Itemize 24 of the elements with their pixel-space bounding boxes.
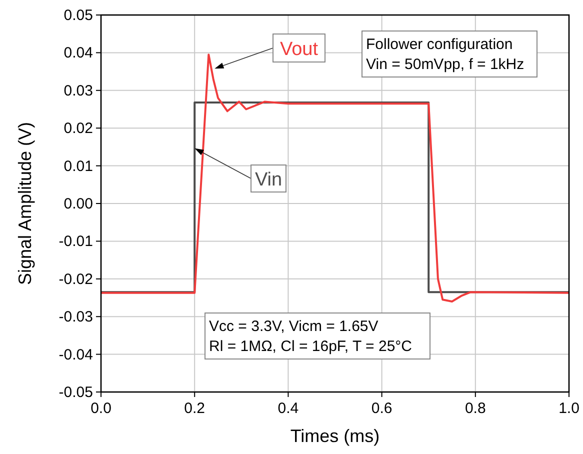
y-tick-label: 0.01 [64, 158, 93, 175]
y-tick-label: -0.05 [58, 384, 93, 401]
x-tick-label: 0.4 [278, 400, 299, 417]
x-axis-title: Times (ms) [290, 426, 380, 446]
x-tick-label: 0.2 [184, 400, 206, 417]
line-series [100, 54, 570, 303]
y-tick-label: 0.03 [64, 82, 93, 100]
y-tick-label: 0.04 [64, 44, 93, 62]
x-tick-label: 0.0 [90, 400, 112, 417]
y-tick-label: 0.05 [64, 7, 93, 24]
x-tick-label: 1.0 [558, 400, 580, 417]
y-tick-label: -0.03 [58, 308, 93, 326]
text: Vout [280, 39, 319, 60]
y-tick-label: -0.04 [58, 346, 93, 364]
y-tick-label: -0.02 [58, 270, 93, 288]
annotation: Vcc = 3.3V, Vicm = 1.65V Rl = 1MΩ, Cl = 16pF, T = 25°C [209, 318, 412, 355]
annotation: Follower configuration Vin = 50mVpp, f = 1kHz [366, 36, 524, 73]
y-tick-label: 0.02 [64, 120, 93, 138]
text: Vin [254, 170, 282, 190]
x-tick-label: 0.6 [371, 400, 392, 417]
y-tick-label: 0.00 [64, 196, 93, 212]
x-tick-label: 0.8 [464, 400, 486, 417]
y-tick-label: -0.01 [58, 233, 93, 250]
y-axis-title: Signal Amplitude (V) [15, 122, 35, 286]
